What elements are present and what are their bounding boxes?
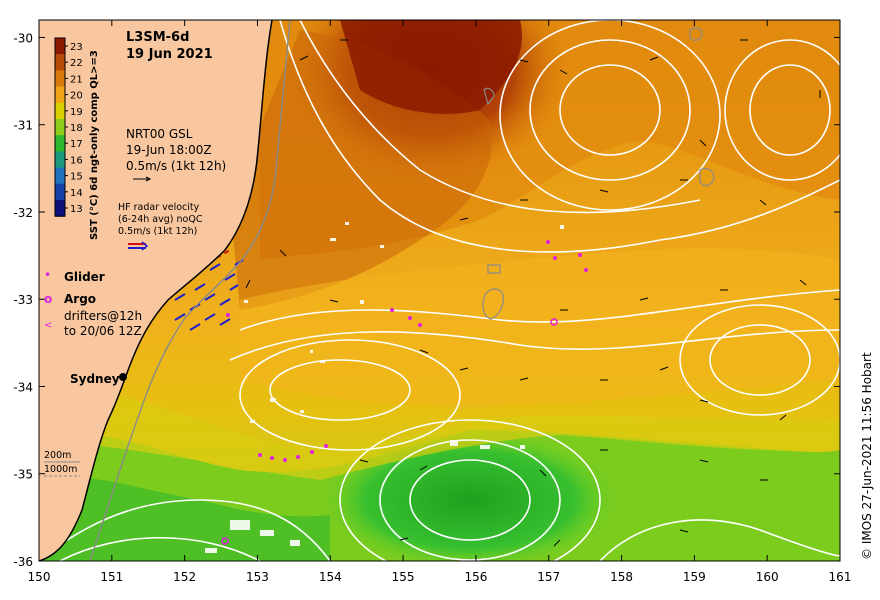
colorbar-swatch (55, 102, 65, 120)
colorbar-swatch (55, 86, 65, 104)
map-title-date: 19 Jun 2021 (126, 47, 213, 62)
colorbar-tick-label: 19 (70, 107, 83, 118)
y-tick-label: -32 (13, 206, 33, 220)
colorbar-title: SST (°C) 6d ngt-only comp QL>=3 (89, 50, 100, 240)
x-tick-label: 154 (319, 570, 342, 584)
colorbar-swatch (55, 200, 65, 217)
colorbar-swatch (55, 167, 65, 185)
y-tick-label: -36 (13, 555, 33, 569)
legend-depth-1000: 1000m (44, 464, 77, 475)
ssh-contours (39, 20, 840, 561)
legend-nrt-scale: 0.5m/s (1kt 12h) (126, 159, 226, 173)
x-tick-label: 150 (28, 570, 51, 584)
legend-nrt-arrow-icon (133, 176, 152, 182)
legend-hf-arrow-icon (128, 241, 149, 251)
y-tick-label: -31 (13, 119, 33, 133)
legend-drifters-line1: drifters@12h (64, 309, 142, 323)
colorbar-tick-label: 13 (70, 204, 83, 215)
colorbar-swatch (55, 151, 65, 169)
colorbar-tick-label: 16 (70, 155, 83, 166)
x-tick-label: 153 (246, 570, 269, 584)
colorbar-tick-label: 15 (70, 172, 83, 183)
x-tick-label: 151 (100, 570, 123, 584)
sydney-marker (119, 373, 127, 381)
argo-floats (221, 318, 558, 545)
legend-argo: Argo (64, 292, 96, 306)
y-tick-label: -30 (13, 31, 33, 45)
land (39, 20, 272, 561)
legend-glider: Glider (64, 270, 105, 284)
current-vectors (245, 39, 821, 547)
place-label-sydney: Sydney (70, 372, 120, 386)
colorbar-swatch (55, 70, 65, 88)
colorbar-tick-label: 21 (70, 74, 83, 85)
seamount-outlines (482, 27, 715, 320)
colorbar-tick-label: 17 (70, 139, 83, 150)
plot-frame (38, 19, 841, 562)
colorbar-swatch (55, 183, 65, 201)
x-tick-label: 156 (464, 570, 487, 584)
legend-hf-scale: 0.5m/s (1kt 12h) (118, 226, 197, 237)
x-tick-label: 152 (173, 570, 196, 584)
legend-nrt-source: NRT00 GSL (126, 127, 193, 141)
map-title-product: L3SM-6d (126, 30, 189, 45)
legend-hf-avg: (6-24h avg) noQC (118, 214, 203, 225)
argo-legend-icon: o (44, 292, 52, 306)
colorbar-swatch (55, 135, 65, 152)
y-axis: -30 -31 -32 -33 -34 -35 -36 (13, 31, 840, 569)
x-tick-label: 160 (756, 570, 779, 584)
colorbar-swatch (55, 119, 65, 136)
isobath-200m (89, 20, 291, 561)
sst-field (39, 20, 840, 561)
colorbar-tick-label: 23 (70, 42, 83, 53)
colorbar: 23 22 21 20 19 18 17 16 15 14 13 (54, 37, 83, 217)
x-tick-label: 161 (829, 570, 852, 584)
colorbar-tick-label: 20 (70, 91, 83, 102)
legend-nrt-time: 19-Jun 18:00Z (126, 143, 212, 157)
glider-tracks (226, 240, 588, 462)
y-tick-label: -35 (13, 468, 33, 482)
legend-depth-200: 200m (44, 450, 71, 461)
coastline (39, 20, 273, 561)
y-tick-label: -34 (13, 380, 33, 394)
colorbar-swatch (55, 38, 65, 55)
colorbar-swatch (55, 54, 65, 71)
legend-drifters-line2: to 20/06 12Z (64, 324, 142, 338)
x-tick-label: 159 (683, 570, 706, 584)
colorbar-tick-label: 18 (70, 123, 83, 134)
drifter-legend-icon: < (44, 320, 52, 331)
glider-legend-icon: • (44, 268, 51, 282)
x-tick-label: 158 (610, 570, 633, 584)
x-tick-label: 157 (537, 570, 560, 584)
colorbar-tick-label: 14 (70, 188, 83, 199)
legend-hf-title: HF radar velocity (118, 202, 200, 213)
x-axis: 150 151 152 153 154 155 156 157 158 159 160 161 (28, 20, 852, 584)
y-tick-label: -33 (13, 293, 33, 307)
credit-text: © IMOS 27-Jun-2021 11:56 Hobart (860, 352, 874, 560)
colorbar-tick-label: 22 (70, 58, 83, 69)
x-tick-label: 155 (392, 570, 415, 584)
